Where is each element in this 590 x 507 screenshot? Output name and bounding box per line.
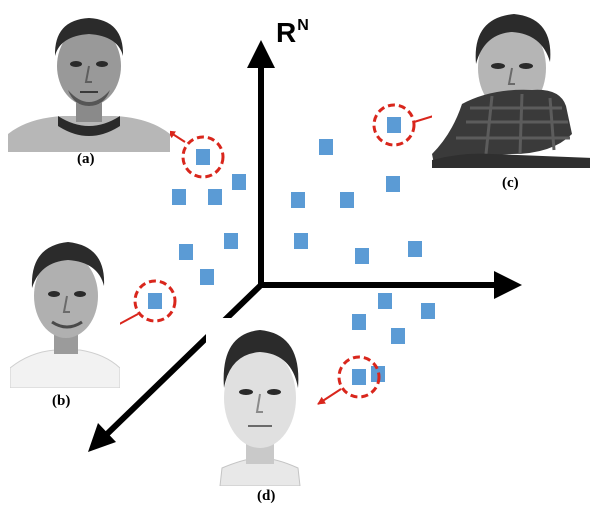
diagonal-axis-arrowhead bbox=[88, 423, 116, 452]
pointer-arrow bbox=[317, 388, 342, 405]
feature-point bbox=[421, 303, 435, 319]
caption-a: (a) bbox=[77, 151, 95, 167]
highlighted-point bbox=[387, 117, 401, 133]
feature-point bbox=[232, 174, 246, 190]
feature-point bbox=[355, 248, 369, 264]
highlight-d bbox=[317, 355, 381, 405]
feature-point bbox=[340, 192, 354, 208]
caption-d: (d) bbox=[257, 488, 276, 504]
feature-point bbox=[294, 233, 308, 249]
axes bbox=[88, 40, 522, 452]
feature-point bbox=[352, 314, 366, 330]
highlight-circle bbox=[181, 135, 225, 179]
feature-point bbox=[386, 176, 400, 192]
axis-label: RN bbox=[276, 17, 309, 48]
vertical-axis-arrowhead bbox=[247, 40, 275, 68]
pointer-arrow bbox=[167, 130, 186, 143]
data-points bbox=[172, 139, 435, 382]
feature-point bbox=[391, 328, 405, 344]
face-smile-icon bbox=[10, 228, 120, 388]
diagonal-axis bbox=[103, 282, 264, 438]
highlight-a bbox=[167, 130, 225, 179]
face-scarf-icon bbox=[432, 4, 590, 168]
highlighted-point bbox=[196, 149, 210, 165]
caption-b: (b) bbox=[52, 393, 71, 409]
feature-point bbox=[224, 233, 238, 249]
highlighted-point bbox=[148, 293, 162, 309]
feature-point bbox=[208, 189, 222, 205]
face-neutral-icon bbox=[8, 6, 170, 152]
highlight-circle bbox=[133, 279, 177, 323]
highlighted-point bbox=[352, 369, 366, 385]
feature-point bbox=[200, 269, 214, 285]
feature-point bbox=[378, 293, 392, 309]
caption-c: (c) bbox=[502, 175, 519, 191]
highlight-circle bbox=[372, 103, 416, 147]
horizontal-axis-arrowhead bbox=[494, 271, 522, 299]
face-frontal-icon bbox=[206, 318, 314, 486]
feature-point bbox=[291, 192, 305, 208]
highlight-circle bbox=[337, 355, 381, 399]
highlight-c bbox=[372, 103, 441, 147]
feature-point bbox=[319, 139, 333, 155]
feature-point bbox=[179, 244, 193, 260]
highlight-b bbox=[111, 279, 177, 329]
feature-point bbox=[408, 241, 422, 257]
feature-point bbox=[172, 189, 186, 205]
